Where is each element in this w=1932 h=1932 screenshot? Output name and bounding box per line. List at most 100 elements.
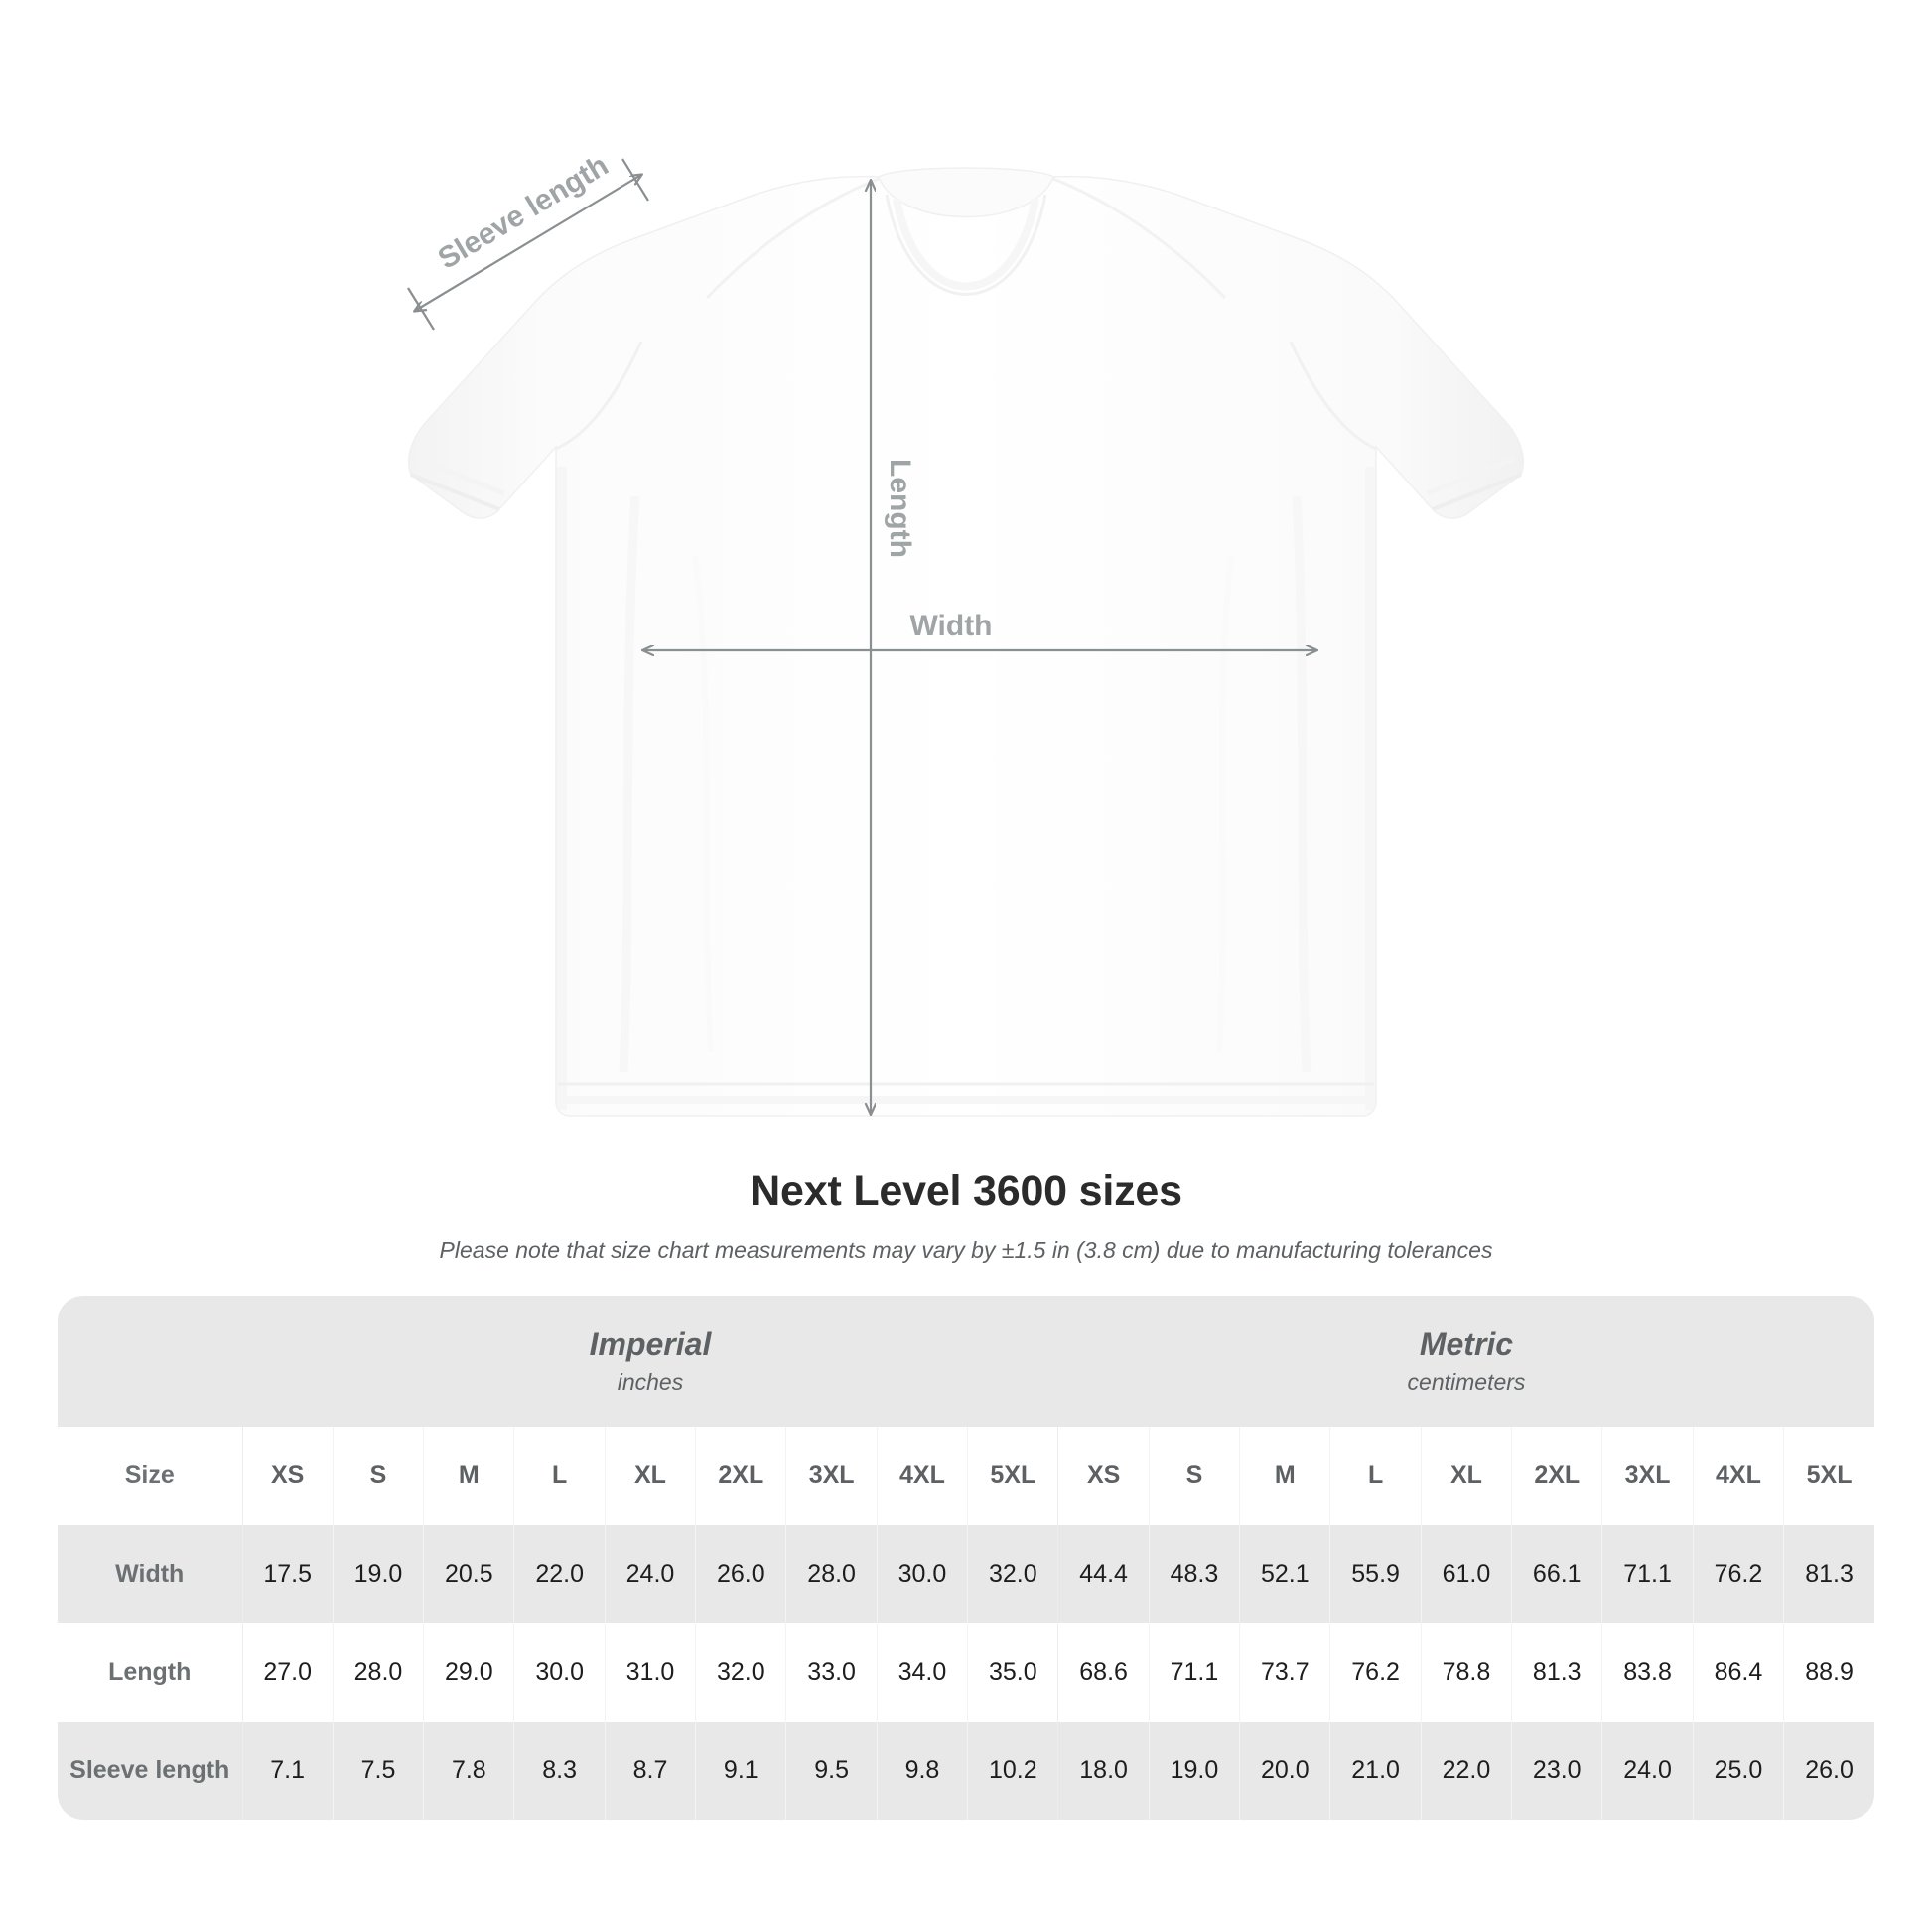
size-header-imperial-3xl: 3XL <box>785 1427 878 1525</box>
width-label: Width <box>909 610 992 642</box>
row-label-sleeve-length: Sleeve length <box>58 1722 242 1820</box>
size-header-imperial-l: L <box>513 1427 606 1525</box>
size-header-imperial-xs: XS <box>241 1427 334 1525</box>
size-header-metric-s: S <box>1148 1427 1240 1525</box>
cell-width-metric-4xl: 76.2 <box>1692 1525 1784 1623</box>
table-row: Sleeve length 7.1 7.5 7.8 8.3 8.7 9.1 9.5 9.8 10.… <box>58 1722 1874 1820</box>
cell-length-metric-5xl: 88.9 <box>1783 1623 1874 1722</box>
size-header-imperial-5xl: 5XL <box>967 1427 1058 1525</box>
cell-length-metric-3xl: 83.8 <box>1601 1623 1694 1722</box>
cell-width-imperial-5xl: 32.0 <box>967 1525 1058 1623</box>
cell-sleeve-length-imperial-s: 7.5 <box>332 1722 424 1820</box>
size-table-container: Imperial inches Metric centimeters Size XS S M L… <box>58 1296 1874 1820</box>
cell-length-imperial-xs: 27.0 <box>241 1623 334 1722</box>
cell-width-imperial-m: 20.5 <box>423 1525 514 1623</box>
cell-sleeve-length-metric-2xl: 23.0 <box>1511 1722 1602 1820</box>
cell-sleeve-length-metric-s: 19.0 <box>1148 1722 1240 1820</box>
cell-sleeve-length-imperial-xl: 8.7 <box>604 1722 696 1820</box>
cell-length-metric-xs: 68.6 <box>1057 1623 1150 1722</box>
sleeve-tick-end <box>621 158 649 202</box>
cell-sleeve-length-imperial-xs: 7.1 <box>241 1722 334 1820</box>
tolerance-note: Please note that size chart measurements… <box>439 1236 1493 1263</box>
cell-length-metric-2xl: 81.3 <box>1511 1623 1602 1722</box>
cell-length-imperial-4xl: 34.0 <box>876 1623 968 1722</box>
row-label-width: Width <box>58 1525 242 1623</box>
unit-header-imperial: Imperial inches <box>242 1296 1058 1427</box>
size-corner-label: Size <box>58 1427 242 1525</box>
cell-sleeve-length-imperial-4xl: 9.8 <box>876 1722 968 1820</box>
row-label-length: Length <box>58 1623 242 1722</box>
cell-width-imperial-l: 22.0 <box>513 1525 606 1623</box>
table-row: Length 27.0 28.0 29.0 30.0 31.0 32.0 33.0 34.0 35… <box>58 1623 1874 1722</box>
size-header-metric-m: M <box>1239 1427 1330 1525</box>
unit-header-spacer <box>58 1296 242 1427</box>
cell-width-imperial-s: 19.0 <box>332 1525 424 1623</box>
size-header-metric-3xl: 3XL <box>1601 1427 1694 1525</box>
cell-width-imperial-3xl: 28.0 <box>785 1525 878 1623</box>
cell-width-imperial-xl: 24.0 <box>604 1525 696 1623</box>
cell-sleeve-length-metric-l: 21.0 <box>1329 1722 1422 1820</box>
cell-width-imperial-xs: 17.5 <box>241 1525 334 1623</box>
cell-sleeve-length-imperial-3xl: 9.5 <box>785 1722 878 1820</box>
cell-sleeve-length-metric-m: 20.0 <box>1239 1722 1330 1820</box>
cell-sleeve-length-imperial-l: 8.3 <box>513 1722 606 1820</box>
size-header-metric-l: L <box>1329 1427 1422 1525</box>
page-title: Next Level 3600 sizes <box>750 1168 1182 1215</box>
size-header-metric-xl: XL <box>1420 1427 1512 1525</box>
cell-length-metric-l: 76.2 <box>1329 1623 1422 1722</box>
cell-width-metric-s: 48.3 <box>1148 1525 1240 1623</box>
length-label: Length <box>884 459 916 558</box>
size-header-row: Size XS S M L XL 2XL 3XL 4XL 5XL XS S M L XL 2XL 3XL 4XL 5… <box>58 1427 1874 1525</box>
cell-width-metric-3xl: 71.1 <box>1601 1525 1694 1623</box>
unit-subtitle: centimeters <box>1407 1369 1526 1396</box>
size-header-metric-2xl: 2XL <box>1511 1427 1602 1525</box>
table-row: Width 17.5 19.0 20.5 22.0 24.0 26.0 28.0 30.0 32.… <box>58 1525 1874 1623</box>
cell-width-metric-m: 52.1 <box>1239 1525 1330 1623</box>
size-header-imperial-xl: XL <box>604 1427 696 1525</box>
cell-length-imperial-xl: 31.0 <box>604 1623 696 1722</box>
cell-sleeve-length-metric-4xl: 25.0 <box>1692 1722 1784 1820</box>
cell-sleeve-length-metric-xs: 18.0 <box>1057 1722 1150 1820</box>
cell-length-imperial-3xl: 33.0 <box>785 1623 878 1722</box>
sleeve-length-arrow <box>415 175 641 311</box>
size-header-metric-4xl: 4XL <box>1692 1427 1784 1525</box>
cell-width-imperial-4xl: 30.0 <box>876 1525 968 1623</box>
cell-length-metric-m: 73.7 <box>1239 1623 1330 1722</box>
width-measure: Width <box>643 610 1316 650</box>
size-header-imperial-4xl: 4XL <box>876 1427 968 1525</box>
unit-header-row: Imperial inches Metric centimeters <box>58 1296 1874 1427</box>
cell-length-imperial-2xl: 32.0 <box>695 1623 786 1722</box>
unit-name: Imperial <box>589 1326 712 1363</box>
cell-length-metric-xl: 78.8 <box>1420 1623 1512 1722</box>
cell-sleeve-length-imperial-2xl: 9.1 <box>695 1722 786 1820</box>
cell-length-imperial-s: 28.0 <box>332 1623 424 1722</box>
size-table: Imperial inches Metric centimeters Size XS S M L… <box>58 1296 1874 1820</box>
cell-width-metric-l: 55.9 <box>1329 1525 1422 1623</box>
size-header-metric-xs: XS <box>1057 1427 1150 1525</box>
cell-length-imperial-l: 30.0 <box>513 1623 606 1722</box>
cell-sleeve-length-metric-3xl: 24.0 <box>1601 1722 1694 1820</box>
unit-subtitle: inches <box>617 1369 684 1396</box>
cell-sleeve-length-metric-5xl: 26.0 <box>1783 1722 1874 1820</box>
cell-width-metric-2xl: 66.1 <box>1511 1525 1602 1623</box>
cell-width-imperial-2xl: 26.0 <box>695 1525 786 1623</box>
cell-length-imperial-5xl: 35.0 <box>967 1623 1058 1722</box>
unit-name: Metric <box>1419 1326 1514 1363</box>
cell-sleeve-length-imperial-5xl: 10.2 <box>967 1722 1058 1820</box>
cell-sleeve-length-metric-xl: 22.0 <box>1420 1722 1512 1820</box>
sleeve-length-label: Sleeve length <box>433 149 615 276</box>
cell-length-imperial-m: 29.0 <box>423 1623 514 1722</box>
cell-sleeve-length-imperial-m: 7.8 <box>423 1722 514 1820</box>
size-header-metric-5xl: 5XL <box>1783 1427 1874 1525</box>
cell-length-metric-4xl: 86.4 <box>1692 1623 1784 1722</box>
tshirt-measurement-diagram: Sleeve length Length Width <box>407 149 1525 1117</box>
size-header-imperial-m: M <box>423 1427 514 1525</box>
cell-length-metric-s: 71.1 <box>1148 1623 1240 1722</box>
sleeve-tick-start <box>407 287 435 331</box>
cell-width-metric-5xl: 81.3 <box>1783 1525 1874 1623</box>
size-header-imperial-2xl: 2XL <box>695 1427 786 1525</box>
size-header-imperial-s: S <box>332 1427 424 1525</box>
cell-width-metric-xl: 61.0 <box>1420 1525 1512 1623</box>
cell-width-metric-xs: 44.4 <box>1057 1525 1150 1623</box>
